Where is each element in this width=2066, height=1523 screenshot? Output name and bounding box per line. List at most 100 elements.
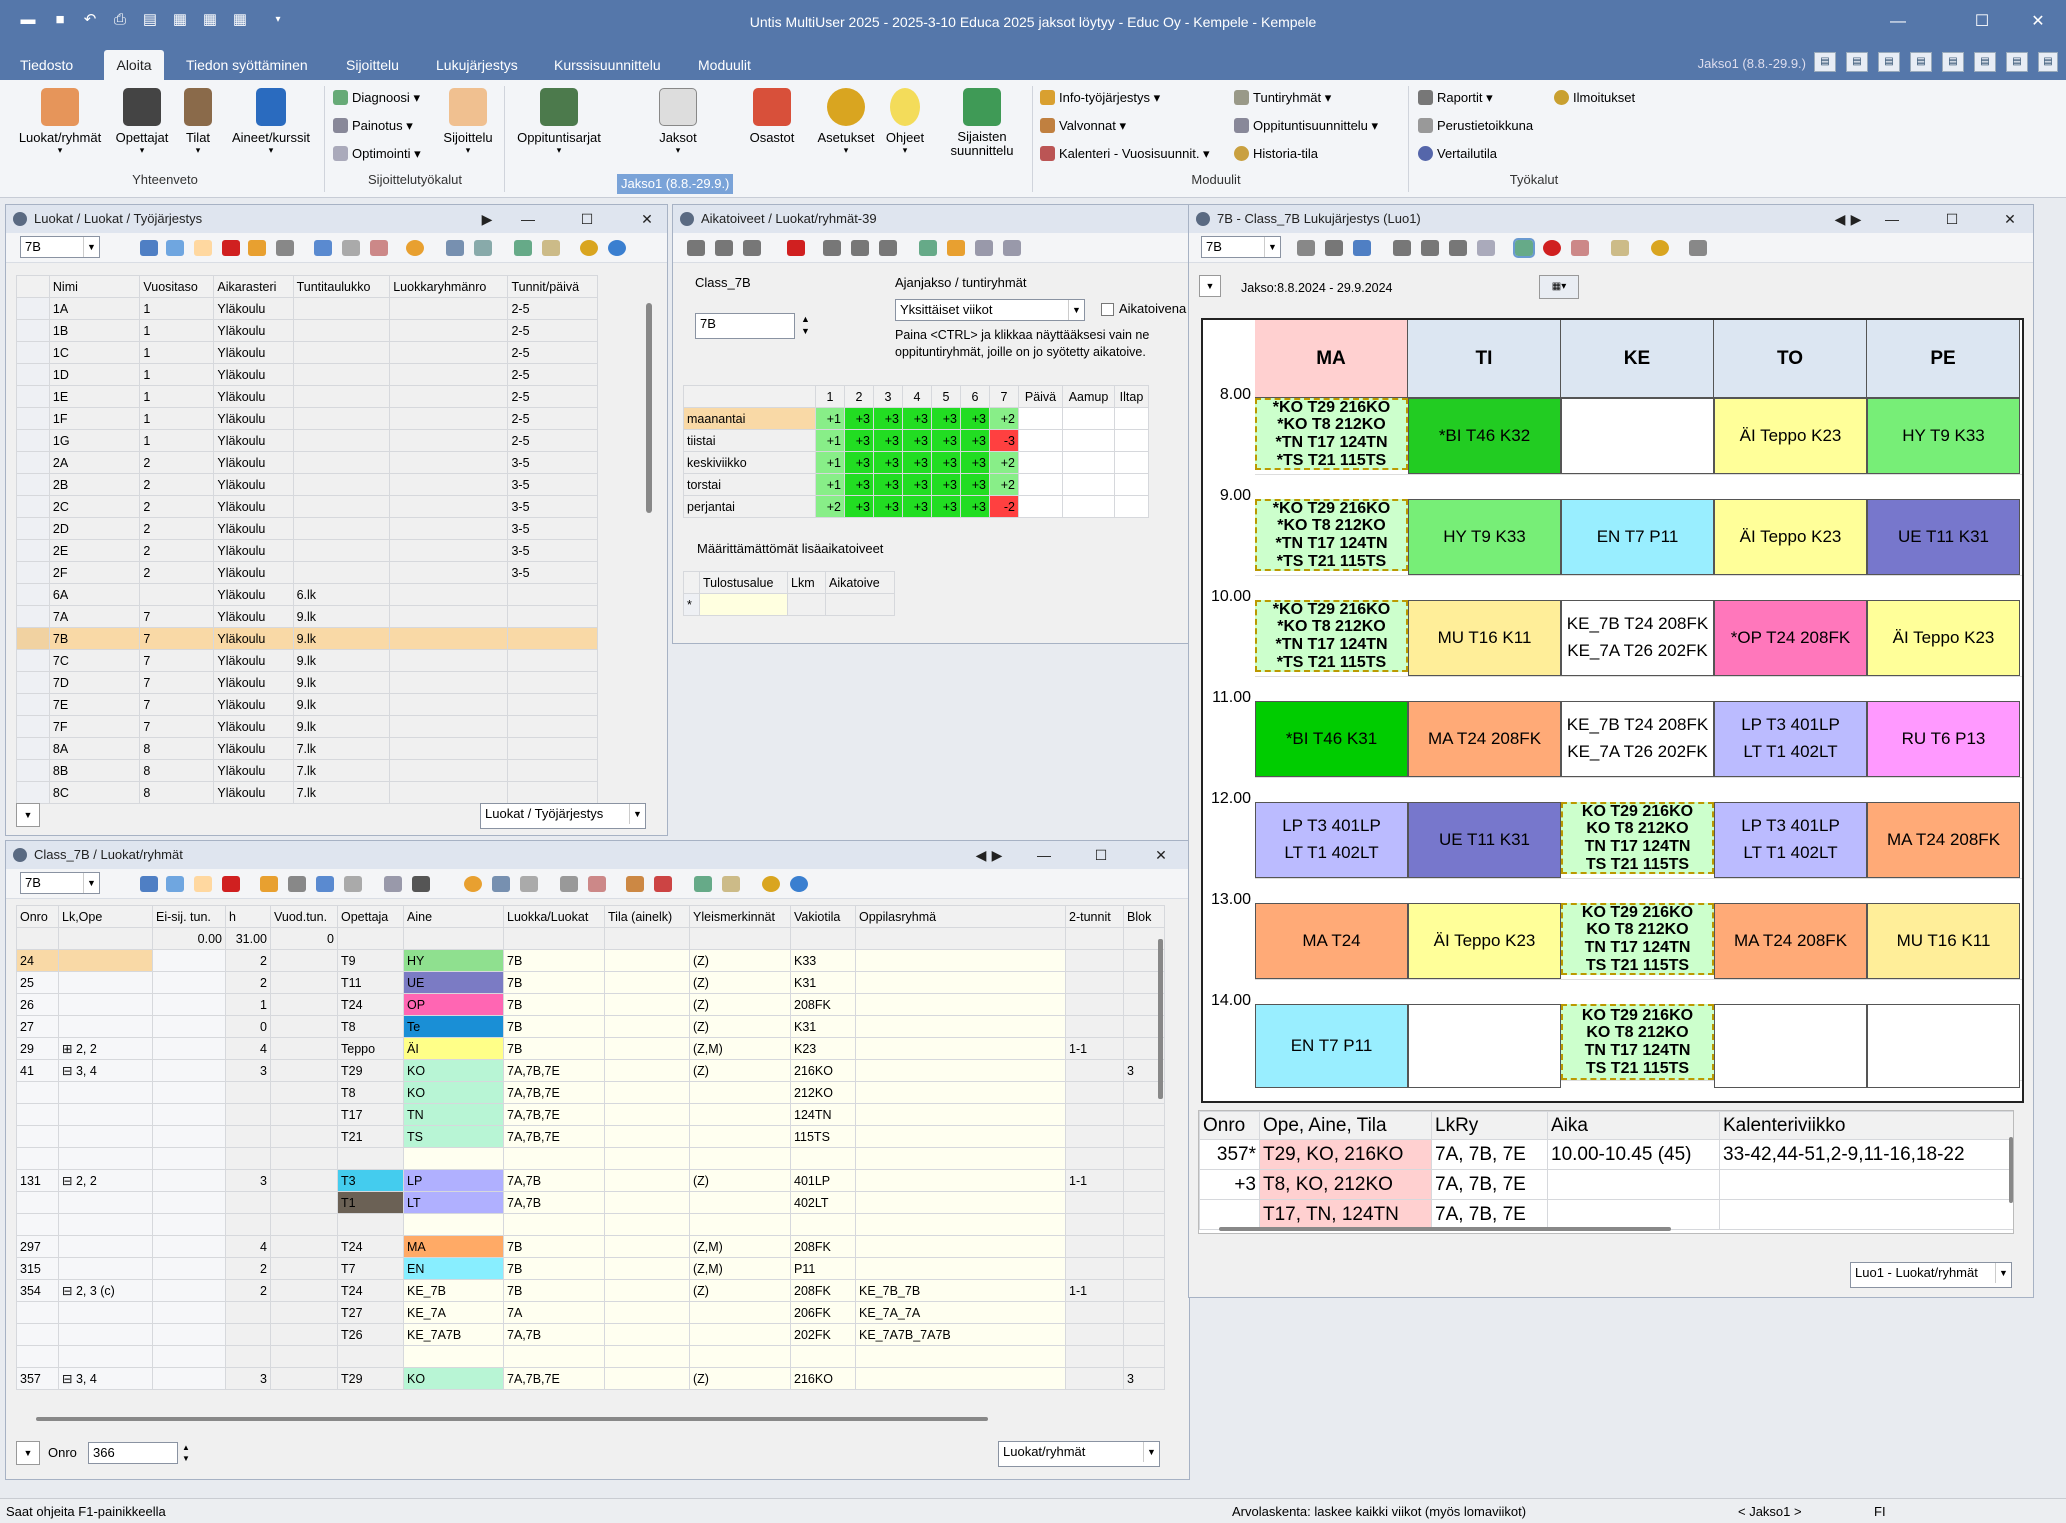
table-cell[interactable]: 8A	[48, 737, 141, 760]
table-cell[interactable]: 7B	[503, 971, 605, 994]
table-cell[interactable]	[270, 1323, 338, 1346]
window-icon[interactable]	[474, 240, 492, 256]
table-cell[interactable]: 8C	[48, 781, 141, 804]
wish-cell[interactable]: +2	[989, 407, 1019, 430]
sort-icon[interactable]	[316, 876, 334, 892]
lesson-cell[interactable]: UE T11 K31	[1867, 499, 2020, 575]
table-cell[interactable]	[152, 949, 226, 972]
column-header[interactable]: Lk,Ope	[58, 905, 153, 928]
panel-maximize-button[interactable]: ☐	[580, 211, 594, 227]
table-cell[interactable]	[292, 341, 391, 364]
table-cell[interactable]	[507, 715, 598, 738]
tuntiryhmat-button[interactable]: Tuntiryhmät ▾	[1234, 90, 1331, 106]
vertical-scrollbar[interactable]	[2009, 1137, 2013, 1203]
print-icon[interactable]: ⎙	[113, 11, 126, 28]
table-row[interactable]: 7E 7 Yläkoulu 9.lk	[16, 693, 598, 716]
table-cell[interactable]: T27	[337, 1301, 404, 1324]
table-cell[interactable]: KE_7A7B_7A7B	[855, 1323, 1066, 1346]
table-cell[interactable]: 8	[139, 759, 215, 782]
table-cell[interactable]	[855, 1147, 1066, 1170]
wish-cell[interactable]: +3	[960, 495, 990, 518]
wish-cell[interactable]: +3	[844, 429, 874, 452]
table-cell[interactable]	[389, 363, 509, 386]
delete-icon[interactable]	[222, 240, 240, 256]
wish-cell[interactable]	[1114, 407, 1149, 430]
dropdown-arrow-icon[interactable]: ▼	[1264, 237, 1280, 257]
table-cell[interactable]: P11	[790, 1257, 856, 1280]
table-row[interactable]: 2B 2 Yläkoulu 3-5	[16, 473, 598, 496]
table-cell[interactable]	[389, 561, 509, 584]
table-cell[interactable]: Yläkoulu	[213, 319, 294, 342]
table-row[interactable]: T8 KO 7A,7B,7E 212KO	[16, 1081, 1165, 1104]
sijaisten-suunnittelu-button[interactable]: Sijaisten suunnittelu	[940, 88, 1024, 159]
table-cell[interactable]: 7A	[48, 605, 141, 628]
table-cell[interactable]	[503, 1147, 605, 1170]
maximize-button[interactable]: ☐	[1974, 13, 1990, 30]
table-cell[interactable]	[58, 1213, 153, 1236]
minimize-button[interactable]: —	[1890, 13, 1906, 30]
table-cell[interactable]: 9.lk	[292, 649, 391, 672]
table-cell[interactable]	[855, 1015, 1066, 1038]
table-row[interactable]: 2F 2 Yläkoulu 3-5	[16, 561, 598, 584]
wish-icon[interactable]	[715, 240, 733, 256]
wish-cell[interactable]	[1114, 473, 1149, 496]
wish-cell[interactable]: +3	[873, 429, 903, 452]
table-cell[interactable]: 1G	[48, 429, 141, 452]
table-cell[interactable]: 7B	[503, 993, 605, 1016]
wish-cell[interactable]	[1114, 495, 1149, 518]
table-cell[interactable]	[270, 1059, 338, 1082]
lesson-cell[interactable]	[1408, 1004, 1561, 1088]
table-cell[interactable]: 2	[225, 971, 271, 994]
table-cell[interactable]	[337, 1345, 404, 1368]
table-cell[interactable]: 1	[139, 297, 215, 320]
new-icon[interactable]	[140, 240, 158, 256]
table-cell[interactable]	[58, 1301, 153, 1324]
table-cell[interactable]	[152, 1367, 226, 1390]
table-cell[interactable]	[16, 1301, 59, 1324]
table-cell[interactable]: 7E	[48, 693, 141, 716]
table-cell[interactable]	[292, 407, 391, 430]
column-header[interactable]: Onro	[1199, 1111, 1260, 1140]
table-cell[interactable]	[292, 473, 391, 496]
table-cell[interactable]	[389, 517, 509, 540]
window-layout-icon[interactable]: ▤	[1878, 52, 1900, 72]
table-cell[interactable]: 3	[225, 1059, 271, 1082]
table-cell[interactable]: 1C	[48, 341, 141, 364]
table-cell[interactable]	[225, 1191, 271, 1214]
table-cell[interactable]	[604, 1169, 690, 1192]
table-cell[interactable]	[389, 781, 509, 804]
save-icon[interactable]: ■	[55, 11, 65, 28]
lesson-cell[interactable]: EN T7 P11	[1255, 1004, 1408, 1088]
tab-tiedon-syottaminen[interactable]: Tiedon syöttäminen	[186, 57, 308, 73]
table-cell[interactable]	[790, 1345, 856, 1368]
lesson-cell[interactable]: *OP T24 208FK	[1714, 600, 1867, 676]
table-cell[interactable]: 33-42,44-51,2-9,11-16,18-22	[1719, 1139, 2013, 1170]
table-cell[interactable]: 1	[139, 429, 215, 452]
window-layout-icon[interactable]: ▤	[1942, 52, 1964, 72]
row-header[interactable]	[16, 693, 50, 716]
table-cell[interactable]	[503, 1345, 605, 1368]
lesson-cell[interactable]: *BI T46 K32	[1408, 398, 1561, 474]
window-layout-icon[interactable]: ▤	[2038, 52, 2058, 72]
table-cell[interactable]	[270, 1081, 338, 1104]
table-cell[interactable]	[16, 1103, 59, 1126]
table-row[interactable]	[16, 1345, 1165, 1368]
options-dropdown[interactable]: ▼	[16, 803, 40, 827]
table-cell[interactable]: 357*	[1199, 1139, 1260, 1170]
undo-icon[interactable]: ↶	[83, 11, 97, 28]
column-header[interactable]: Tila (ainelk)	[604, 905, 690, 928]
table-cell[interactable]	[1065, 1103, 1124, 1126]
lesson-cell[interactable]: HY T9 K33	[1867, 398, 2020, 474]
wish-cell[interactable]	[1018, 429, 1063, 452]
table-cell[interactable]: 7D	[48, 671, 141, 694]
sort-icon[interactable]	[314, 240, 332, 256]
column-header[interactable]: Opettaja	[337, 905, 404, 928]
table-cell[interactable]	[270, 1257, 338, 1280]
new-row[interactable]: *	[683, 593, 895, 616]
table-cell[interactable]	[1123, 1279, 1165, 1302]
lesson-cell[interactable]: KO T29 216KO KO T8 212KO TN T17 124TN TS T2…	[1561, 903, 1714, 975]
row-header[interactable]	[16, 759, 50, 782]
print-icon[interactable]	[1393, 240, 1411, 256]
kalenteri-button[interactable]: Kalenteri - Vuosisuunnit. ▾	[1040, 146, 1210, 162]
aikatoivena-checkbox[interactable]	[1101, 303, 1114, 316]
